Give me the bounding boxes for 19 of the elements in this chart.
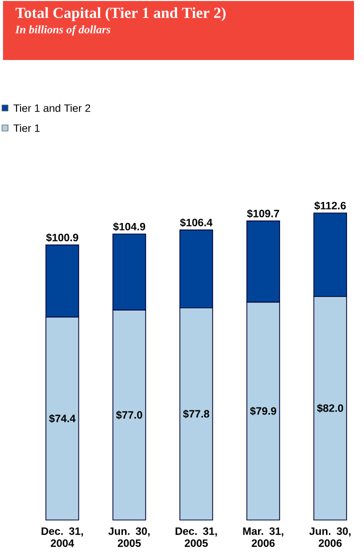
total-label: $106.4	[180, 218, 213, 227]
data-label: $79.9	[250, 406, 276, 416]
data-label: $77.0	[116, 410, 142, 420]
x-tick-label: Mar. 31, 2006	[243, 527, 284, 547]
total-label: $104.9	[113, 222, 146, 232]
total-label: $112.6	[314, 201, 346, 210]
x-tick-label: Dec. 31, 2005	[176, 527, 217, 547]
x-tick-label: Jun. 30, 2005	[108, 527, 150, 547]
chart-subtitle: In billions of dollars	[15, 25, 110, 36]
legend-label: Tier 1 and Tier 2	[13, 104, 90, 112]
data-label: $77.8	[183, 410, 210, 418]
x-tick-label: Dec. 31, 2004	[42, 527, 83, 547]
x-tick-label: Jun. 30, 2006	[309, 527, 351, 547]
total-label: $109.7	[247, 209, 280, 218]
data-label: $82.0	[317, 404, 344, 413]
data-label: $74.4	[49, 414, 76, 423]
chart-title: Total Capital (Tier 1 and Tier 2)	[15, 7, 226, 22]
total-label: $100.9	[46, 233, 78, 242]
legend-label: Tier 1	[13, 124, 40, 132]
